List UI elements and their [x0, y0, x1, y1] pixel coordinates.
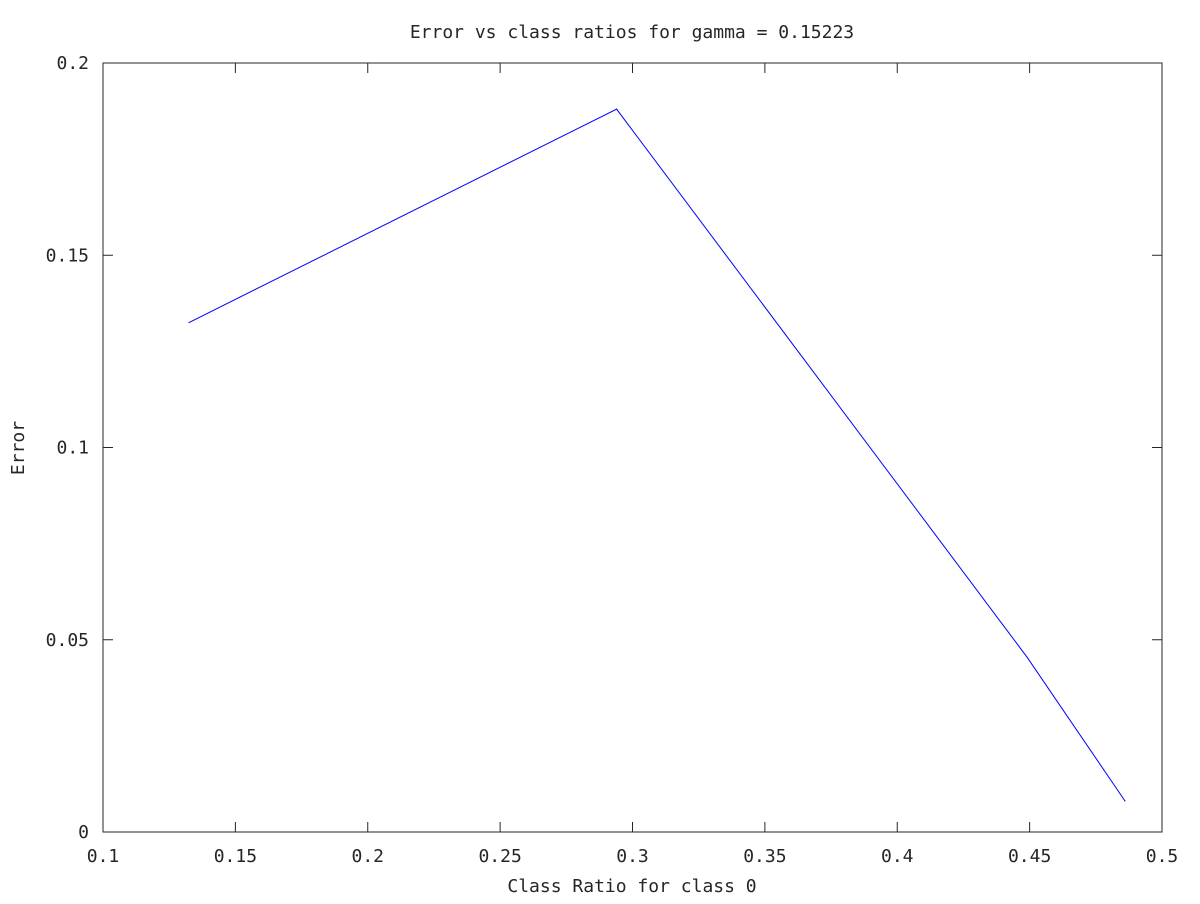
series-point	[188, 321, 190, 324]
x-tick-label: 0.2	[351, 846, 384, 867]
x-tick-label: 0.45	[1008, 846, 1051, 867]
x-tick-label: 0.35	[743, 846, 786, 867]
chart-title: Error vs class ratios for gamma = 0.1522…	[410, 22, 854, 43]
x-tick-label: 0.4	[881, 846, 914, 867]
series-point	[616, 108, 618, 110]
x-tick-label: 0.25	[478, 846, 521, 867]
x-axis-ticks: 0.1 0.15 0.2 0.25 0.3 0.35 0.4 0.45 0.5	[87, 63, 1179, 867]
series-point	[1026, 656, 1028, 658]
y-tick-label: 0.05	[46, 630, 89, 651]
x-tick-label: 0.15	[214, 846, 257, 867]
x-tick-label: 0.3	[616, 846, 649, 867]
y-tick-label: 0.2	[56, 53, 89, 74]
series-point	[1124, 800, 1126, 802]
y-axis-ticks: 0 0.05 0.1 0.15 0.2	[46, 53, 1162, 843]
x-axis-label: Class Ratio for class 0	[507, 876, 756, 897]
x-tick-label: 0.5	[1146, 846, 1179, 867]
x-tick-label: 0.1	[87, 846, 120, 867]
series-layer	[188, 108, 1126, 802]
series-line	[188, 108, 1126, 802]
y-tick-label: 0.15	[46, 245, 89, 266]
y-axis-label: Error	[8, 421, 29, 475]
y-tick-label: 0.1	[56, 438, 89, 459]
y-tick-label: 0	[78, 822, 89, 843]
